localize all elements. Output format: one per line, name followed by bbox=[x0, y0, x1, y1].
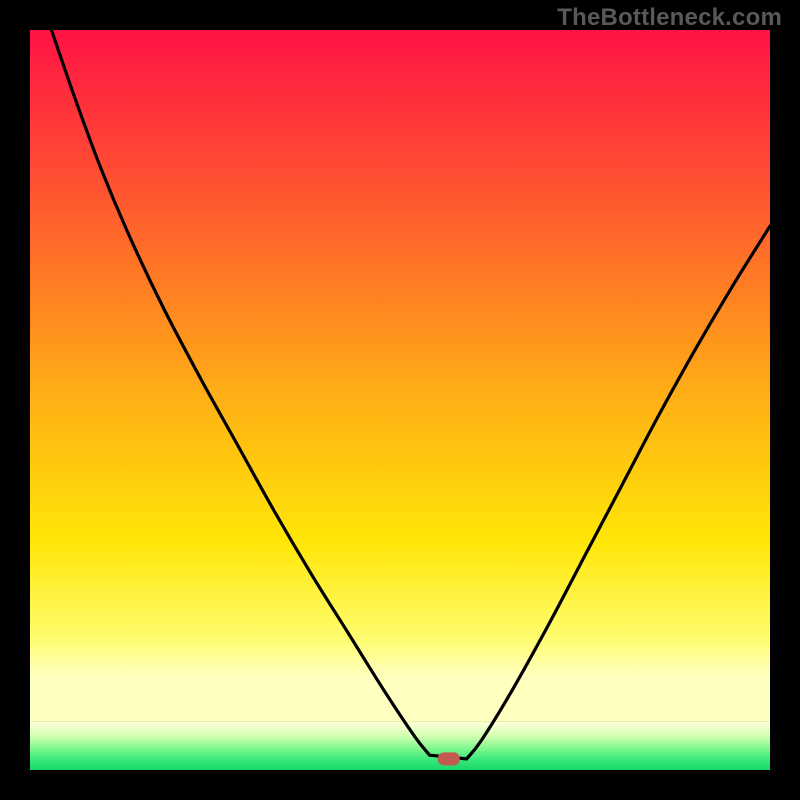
bottleneck-chart bbox=[0, 0, 800, 800]
plot-background-main bbox=[30, 30, 770, 722]
optimal-point-marker bbox=[438, 752, 460, 765]
chart-stage: TheBottleneck.com bbox=[0, 0, 800, 800]
watermark-text: TheBottleneck.com bbox=[557, 4, 782, 32]
plot-background-bottom-band bbox=[30, 722, 770, 770]
